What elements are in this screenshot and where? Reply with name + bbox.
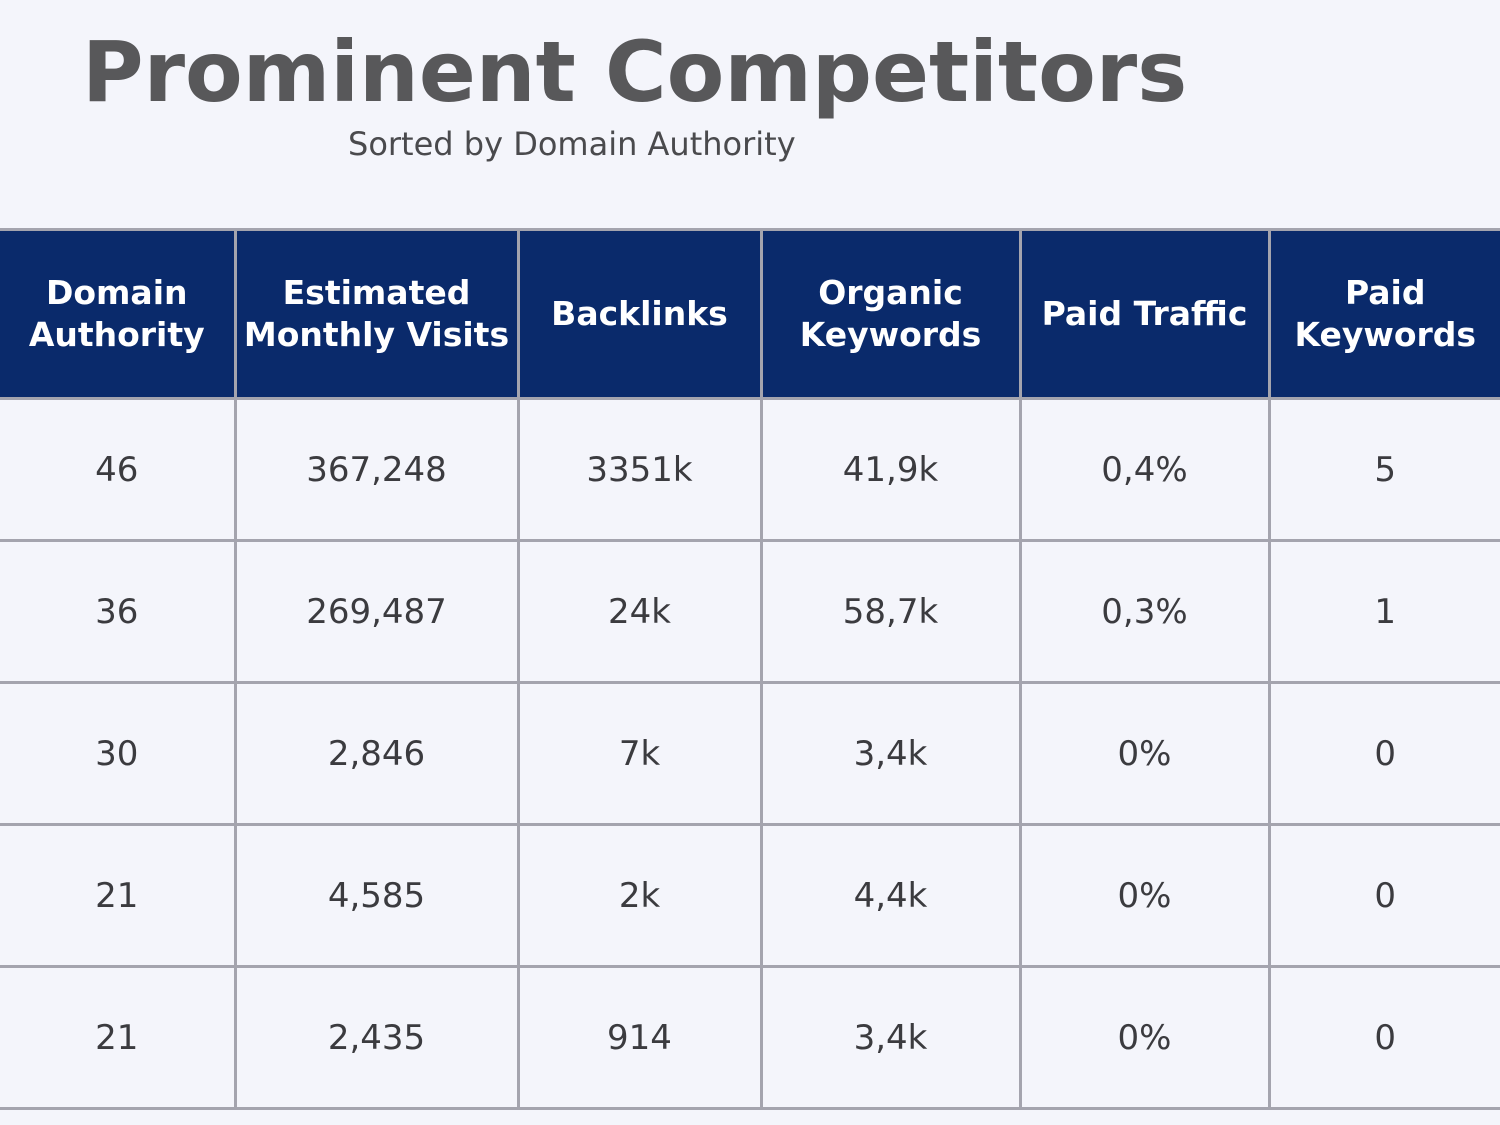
cell-organic-keywords: 4,4k	[759, 824, 1020, 968]
cell-domain-authority: 21	[0, 824, 235, 968]
cell-backlinks: 7k	[516, 682, 761, 826]
cell-backlinks: 2k	[516, 824, 761, 968]
cell-paid-traffic: 0%	[1018, 966, 1269, 1110]
cell-backlinks: 24k	[516, 540, 761, 684]
cell-domain-authority: 21	[0, 966, 235, 1110]
cell-organic-keywords: 58,7k	[759, 540, 1020, 684]
cell-backlinks: 3351k	[516, 398, 761, 542]
cell-estimated-monthly-visits: 367,248	[233, 398, 518, 542]
column-header-backlinks: Backlinks	[516, 229, 761, 400]
cell-organic-keywords: 41,9k	[759, 398, 1020, 542]
cell-estimated-monthly-visits: 4,585	[233, 824, 518, 968]
table-header-row: Domain Authority Estimated Monthly Visit…	[0, 229, 1500, 400]
cell-paid-keywords: 0	[1267, 824, 1500, 968]
cell-paid-traffic: 0%	[1018, 682, 1269, 826]
cell-organic-keywords: 3,4k	[759, 966, 1020, 1110]
table-row: 36 269,487 24k 58,7k 0,3% 1	[0, 540, 1500, 684]
column-header-paid-keywords: Paid Keywords	[1267, 229, 1500, 400]
cell-organic-keywords: 3,4k	[759, 682, 1020, 826]
cell-domain-authority: 36	[0, 540, 235, 684]
table-row: 21 4,585 2k 4,4k 0% 0	[0, 824, 1500, 968]
column-header-estimated-monthly-visits: Estimated Monthly Visits	[233, 229, 518, 400]
cell-paid-keywords: 0	[1267, 682, 1500, 826]
cell-estimated-monthly-visits: 2,435	[233, 966, 518, 1110]
competitors-table: Domain Authority Estimated Monthly Visit…	[0, 228, 1500, 1110]
cell-paid-keywords: 5	[1267, 398, 1500, 542]
table-row: 30 2,846 7k 3,4k 0% 0	[0, 682, 1500, 826]
cell-domain-authority: 30	[0, 682, 235, 826]
column-header-organic-keywords: Organic Keywords	[759, 229, 1020, 400]
column-header-domain-authority: Domain Authority	[0, 229, 235, 400]
cell-paid-traffic: 0,4%	[1018, 398, 1269, 542]
cell-paid-keywords: 1	[1267, 540, 1500, 684]
table-row: 46 367,248 3351k 41,9k 0,4% 5	[0, 398, 1500, 542]
cell-estimated-monthly-visits: 2,846	[233, 682, 518, 826]
table-row: 21 2,435 914 3,4k 0% 0	[0, 966, 1500, 1110]
cell-backlinks: 914	[516, 966, 761, 1110]
cell-paid-traffic: 0,3%	[1018, 540, 1269, 684]
page-subtitle: Sorted by Domain Authority	[348, 125, 796, 163]
column-header-paid-traffic: Paid Traffic	[1018, 229, 1269, 400]
cell-estimated-monthly-visits: 269,487	[233, 540, 518, 684]
cell-domain-authority: 46	[0, 398, 235, 542]
page-title: Prominent Competitors	[82, 23, 1188, 121]
cell-paid-keywords: 0	[1267, 966, 1500, 1110]
cell-paid-traffic: 0%	[1018, 824, 1269, 968]
